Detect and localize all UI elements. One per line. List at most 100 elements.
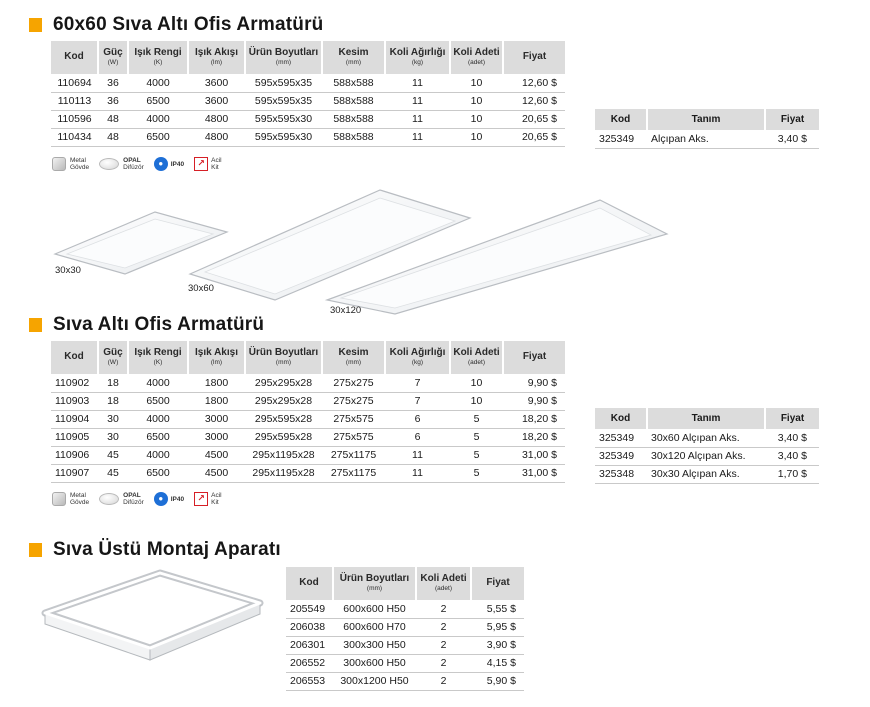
table-cell: 295x1195x28 <box>245 446 322 465</box>
table-cell: 3600 <box>188 74 245 93</box>
table-cell: 5 <box>450 446 503 465</box>
opal-diffuser-icon <box>99 493 120 506</box>
column-header-label: Fiyat <box>486 577 510 589</box>
column-header-unit: (lm) <box>210 358 223 366</box>
table-cell: 12,60 $ <box>503 74 565 93</box>
table-cell: 3000 <box>188 428 245 447</box>
table-cell: 45 <box>98 464 128 483</box>
table-cell: 206038 <box>286 618 333 637</box>
column-header-label: Kesim <box>338 47 369 59</box>
table-cell: 9,90 $ <box>503 374 565 393</box>
column-header-label: Koli Adeti <box>420 573 467 585</box>
column-header-unit: (lm) <box>210 58 223 66</box>
table-row: 110434 48 6500 4800 595x595x30 588x588 11 10 20,… <box>51 128 565 147</box>
table-cell: 4000 <box>128 374 188 393</box>
table-row: 110113 36 6500 3600 595x595x35 588x588 11 10 12,… <box>51 92 565 111</box>
table-cell: 3,40 $ <box>765 429 819 448</box>
section-title-60x60: 60x60 Sıva Altı Ofis Armatürü <box>29 14 324 36</box>
feature-text: Acil <box>211 157 222 164</box>
section-title-text: 60x60 Sıva Altı Ofis Armatürü <box>53 14 324 35</box>
column-header-unit: (K) <box>153 58 163 66</box>
table-row: 110907 45 6500 4500 295x1195x28 275x1175 11 5 31… <box>51 464 565 483</box>
section-marker <box>29 18 42 32</box>
table-header-row: Kod Güç (W) Işık Rengi (K) Işık Akışı (lm) Ürün… <box>51 41 565 74</box>
table-cell: 588x588 <box>322 74 385 93</box>
column-header-label: Kod <box>299 577 319 589</box>
table-cell: 295x595x28 <box>245 410 322 429</box>
column-header: Işık Akışı (lm) <box>188 341 246 374</box>
table-row: 205549 600x600 H50 2 5,55 $ <box>286 600 524 619</box>
table-cell: 1800 <box>188 374 245 393</box>
ip40-feature: ● IP40 <box>153 157 185 172</box>
feature-text: IP40 <box>170 160 185 168</box>
table-cell: 6 <box>385 410 450 429</box>
table-cell: 5,55 $ <box>471 600 524 619</box>
column-header: Fiyat <box>765 408 819 429</box>
emergency-exit-icon: ↗ <box>194 492 209 507</box>
table-cell: 5,90 $ <box>471 672 524 691</box>
table-cell: 110906 <box>51 446 98 465</box>
table-cell: 6500 <box>128 392 188 411</box>
table-cell: 18,20 $ <box>503 428 565 447</box>
table-cell: 48 <box>98 128 128 147</box>
feature-text: OPAL <box>123 157 141 164</box>
table-cell: 110113 <box>51 92 98 111</box>
table-cell: 325349 <box>595 130 647 149</box>
table-cell: 5 <box>450 428 503 447</box>
side-table-sub-ceiling: Kod Tanım Fiyat 325349 30x60 Alçıpan Aks. 3,… <box>595 408 819 484</box>
feature-text: IP40 <box>170 495 185 503</box>
table-cell: 295x295x28 <box>245 374 322 393</box>
table-cell: 20,65 $ <box>503 110 565 129</box>
table-cell: 30x30 Alçıpan Aks. <box>647 465 765 484</box>
table-cell: 10 <box>450 374 503 393</box>
column-header-label: Işık Akışı <box>195 47 238 59</box>
table-cell: 4000 <box>128 74 188 93</box>
column-header: Kod <box>595 408 648 429</box>
table-cell: 11 <box>385 110 450 129</box>
column-header-label: Koli Adeti <box>453 47 500 59</box>
table-cell: 11 <box>385 92 450 111</box>
table-row: 206301 300x300 H50 2 3,90 $ <box>286 636 524 655</box>
section-title-text: Sıva Üstü Montaj Aparatı <box>53 539 281 560</box>
column-header-unit: (adet) <box>468 358 485 366</box>
table-cell: 4500 <box>188 446 245 465</box>
column-header-unit: (K) <box>153 358 163 366</box>
mounting-frame-image <box>41 569 264 661</box>
column-header: Koli Adeti (adet) <box>416 567 472 600</box>
table-cell: 275x1175 <box>322 464 385 483</box>
metal-body-feature: Metal Gövde <box>52 157 89 172</box>
metal-body-feature: Metal Gövde <box>52 492 89 507</box>
spec-table-sub-ceiling: Kod Güç (W) Işık Rengi (K) Işık Akışı (lm) Ürün… <box>51 341 565 483</box>
image-label-30x120: 30x120 <box>330 305 362 316</box>
table-cell: 275x1175 <box>322 446 385 465</box>
column-header: Fiyat <box>503 341 565 374</box>
table-cell: Alçıpan Aks. <box>647 130 765 149</box>
table-cell: 5 <box>450 464 503 483</box>
table-cell: 30 <box>98 410 128 429</box>
column-header-unit: (W) <box>107 358 119 366</box>
column-header-label: Fiyat <box>522 351 547 363</box>
feature-icons-row-2: Metal Gövde OPAL Difüzör ● IP40 ↗ Acil Kit <box>52 492 232 507</box>
column-header: Koli Ağırlığı (kg) <box>385 341 451 374</box>
table-cell: 2 <box>416 600 471 619</box>
column-header: Kesim (mm) <box>322 341 386 374</box>
column-header: Fiyat <box>765 109 819 130</box>
table-cell: 31,00 $ <box>503 464 565 483</box>
column-header-label: Güç <box>103 347 123 359</box>
column-header: Güç (W) <box>98 41 129 74</box>
panel-30x30-image <box>53 211 229 275</box>
column-header-unit: (W) <box>107 58 119 66</box>
column-header-label: Fiyat <box>522 51 547 63</box>
column-header-label: Ürün Boyutları <box>339 573 410 585</box>
table-cell: 30x60 Alçıpan Aks. <box>647 429 765 448</box>
column-header-unit: (mm) <box>345 58 362 66</box>
panel-30x120-image <box>324 199 669 315</box>
emergency-kit-feature: ↗ Acil Kit <box>194 492 222 507</box>
table-cell: 325349 <box>595 447 647 466</box>
opal-diffuser-icon <box>99 158 120 171</box>
table-row: 206552 300x600 H50 2 4,15 $ <box>286 654 524 673</box>
table-cell: 4500 <box>188 464 245 483</box>
column-header-label: Koli Ağırlığı <box>389 47 446 59</box>
column-header-label: Işık Rengi <box>134 347 182 359</box>
table-cell: 206552 <box>286 654 333 673</box>
